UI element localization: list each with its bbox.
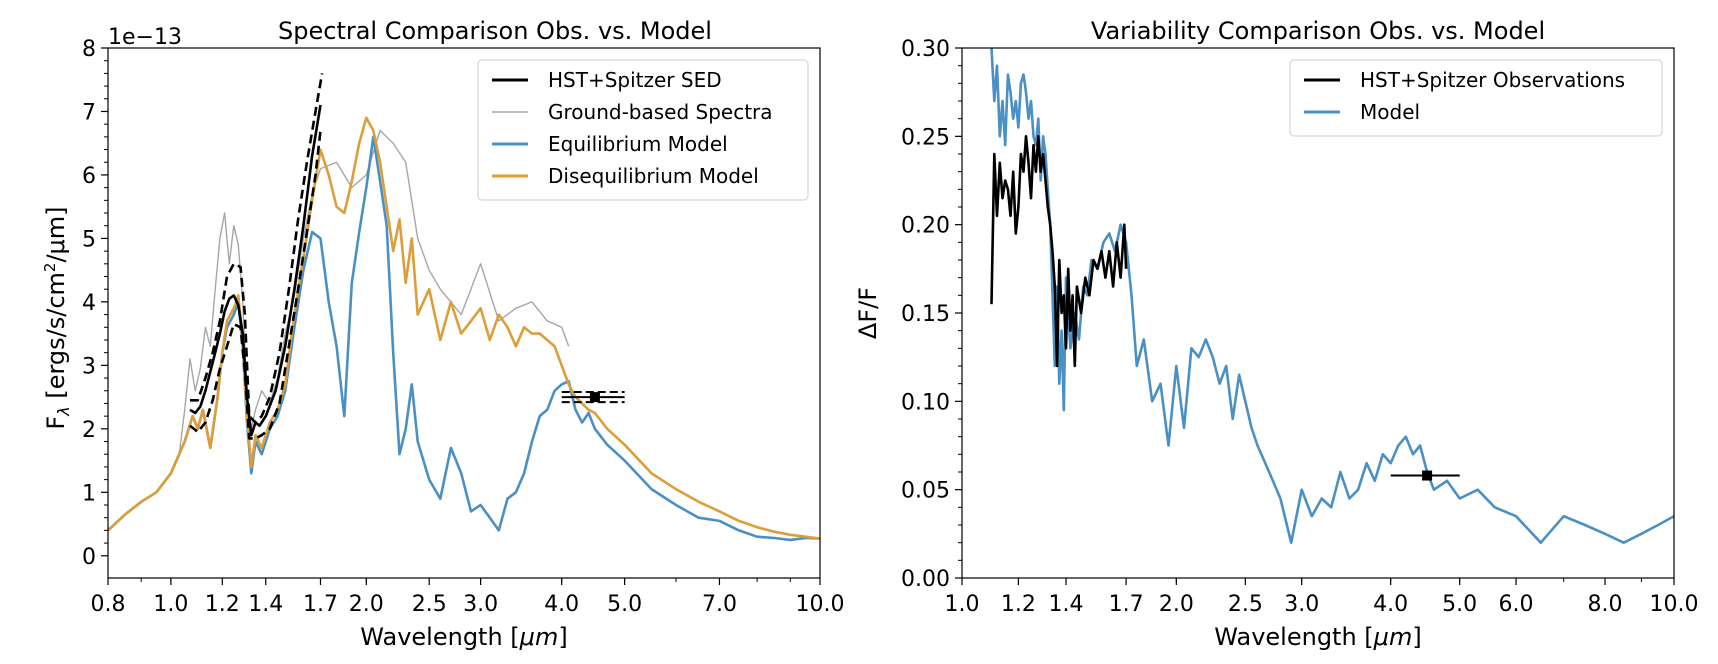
left-plot-lines (108, 73, 820, 542)
right-y-tick-label: 0.10 (901, 390, 950, 415)
left-error-point-0 (561, 392, 625, 403)
left-x-tick-label: 1.2 (205, 592, 240, 617)
right-x-tick-label: 1.2 (1001, 592, 1036, 617)
right-x-tick-label: 4.0 (1373, 592, 1408, 617)
left-x-tick-label: 1.7 (303, 592, 338, 617)
left-x-axis-label-suffix: ] (558, 623, 567, 651)
right-y-axis-label: ΔF/F (854, 287, 882, 339)
right-x-tick-label: 1.4 (1049, 592, 1084, 617)
right-panel: Variability Comparison Obs. vs. Model 1.… (854, 17, 1698, 651)
right-plot-lines (990, 48, 1674, 545)
right-y-tick-label: 0.30 (901, 37, 950, 62)
left-y-tick-label: 4 (82, 291, 96, 316)
left-x-tick-label: 4.0 (544, 592, 579, 617)
left-x-axis-label: Wavelength [μm] (360, 623, 567, 651)
left-legend-box (477, 59, 809, 201)
left-y-tick-label: 5 (82, 227, 96, 252)
left-y-tick-label: 7 (82, 100, 96, 125)
left-series-layer (108, 73, 820, 542)
left-y-axis-label-superscript: 2 (41, 263, 59, 273)
left-axes-frame (107, 47, 821, 579)
left-x-tick-label: 0.8 (91, 592, 126, 617)
right-series-hst-spitzer-observations (990, 135, 1128, 368)
legend-label-hst-spitzer-observations: HST+Spitzer Observations (1360, 68, 1625, 92)
left-y-axis-label-units-end: /μm] (42, 206, 70, 262)
right-legend: HST+Spitzer Observations Model (1289, 59, 1663, 137)
right-x-tick-label: 2.5 (1228, 592, 1263, 617)
left-chart-title: Spectral Comparison Obs. vs. Model (278, 17, 712, 45)
left-series-hst-spitzer-sed (189, 104, 322, 437)
right-x-axis-label-prefix: Wavelength [ (1214, 623, 1373, 651)
left-y-axis-label-symbol: F (42, 416, 70, 430)
left-y-tick-label: 8 (82, 37, 96, 62)
right-y-tick-label: 0.05 (901, 479, 950, 504)
right-x-tick-label: 3.0 (1284, 592, 1319, 617)
right-x-tick-label: 1.7 (1109, 592, 1144, 617)
right-x-axis-label: Wavelength [μm] (1214, 623, 1421, 651)
right-ticks: 1.0 1.2 1.4 1.7 2.0 2.5 3.0 4.0 5.0 6.0 8.0 10.0 0.0… (901, 37, 1698, 617)
right-x-tick-label: 5.0 (1442, 592, 1477, 617)
left-x-tick-label: 3.0 (463, 592, 498, 617)
right-x-tick-label: 2.0 (1159, 592, 1194, 617)
left-ticks: 0.8 1.0 1.2 1.4 1.7 2.0 2.5 3.0 4.0 5.0 7.0 10.0 0 1 2… (82, 37, 844, 617)
right-x-tick-label: 10.0 (1650, 592, 1699, 617)
left-x-tick-label: 1.4 (248, 592, 283, 617)
left-y-tick-label: 0 (82, 545, 96, 570)
legend-label-equilibrium-model: Equilibrium Model (548, 132, 728, 156)
left-y-tick-label: 3 (82, 354, 96, 379)
right-y-tick-label: 0.20 (901, 214, 950, 239)
left-x-tick-label: 5.0 (607, 592, 642, 617)
legend-label-ground-based-spectra: Ground-based Spectra (548, 100, 773, 124)
right-error-point-0 (1390, 470, 1460, 481)
left-x-tick-label: 1.0 (153, 592, 188, 617)
left-series-hst-spitzer-sed-upper-bound (190, 73, 324, 424)
left-y-axis-label-units: [ergs/s/cm (42, 272, 70, 406)
right-series-model (990, 48, 1674, 545)
right-chart-title: Variability Comparison Obs. vs. Model (1091, 17, 1545, 45)
left-error-marker-0 (589, 392, 600, 403)
left-offset-text: 1e−13 (108, 25, 182, 50)
left-y-axis-label-subscript: λ (54, 406, 73, 416)
legend-label-disequilibrium-model: Disequilibrium Model (548, 164, 759, 188)
right-legend-box (1289, 59, 1663, 137)
left-x-axis-label-prefix: Wavelength [ (360, 623, 519, 651)
left-y-tick-label: 1 (82, 481, 96, 506)
left-y-tick-label: 2 (82, 418, 96, 443)
right-y-tick-label: 0.25 (901, 125, 950, 150)
right-x-axis-label-suffix: ] (1412, 623, 1421, 651)
right-y-tick-label: 0.00 (901, 567, 950, 592)
right-x-axis-label-unit: μm (1373, 623, 1413, 651)
right-error-marker-0 (1422, 470, 1433, 481)
left-y-axis-label: Fλ [ergs/s/cm2/μm] (41, 206, 73, 429)
left-panel: Spectral Comparison Obs. vs. Model 1e−13… (41, 17, 844, 651)
right-x-tick-label: 1.0 (945, 592, 980, 617)
left-x-axis-label-unit: μm (519, 623, 559, 651)
left-series-hst-spitzer-sed-lower-bound (189, 130, 322, 440)
left-y-tick-label: 6 (82, 164, 96, 189)
left-x-tick-label: 7.0 (702, 592, 737, 617)
left-series-disequilibrium-model (108, 116, 820, 540)
left-x-tick-label: 10.0 (796, 592, 845, 617)
right-x-tick-label: 6.0 (1499, 592, 1534, 617)
legend-label-hst-spitzer-sed: HST+Spitzer SED (548, 68, 722, 92)
legend-label-model: Model (1360, 100, 1420, 124)
left-x-tick-label: 2.5 (412, 592, 447, 617)
left-x-tick-label: 2.0 (349, 592, 384, 617)
right-series-layer (990, 48, 1674, 545)
left-series-equilibrium-model (108, 135, 820, 542)
left-legend: HST+Spitzer SED Ground-based Spectra Equ… (477, 59, 809, 201)
right-x-tick-label: 8.0 (1588, 592, 1623, 617)
right-y-tick-label: 0.15 (901, 302, 950, 327)
